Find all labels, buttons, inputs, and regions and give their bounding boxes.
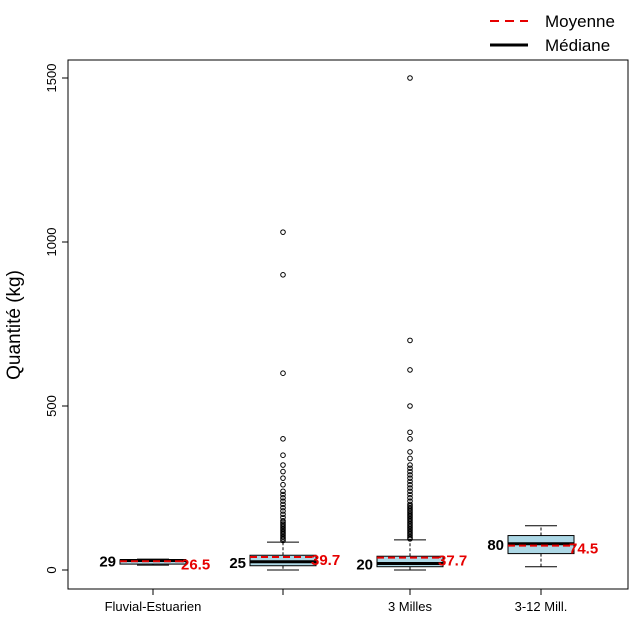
outlier-point [407, 478, 413, 485]
outlier-point [280, 491, 286, 498]
mean-value-label: 74.5 [569, 541, 598, 558]
y-tick-label: 1000 [44, 228, 59, 257]
outlier-point [407, 501, 413, 508]
outlier-point [407, 462, 413, 468]
outlier-point [280, 501, 286, 508]
y-axis-label: Quantité (kg) [4, 270, 25, 380]
outlier-point [280, 498, 286, 504]
y-tick-label: 0 [44, 566, 59, 573]
outlier-point [280, 518, 286, 524]
outlier-point [407, 465, 413, 472]
outlier-point [280, 229, 286, 235]
outlier-point [280, 370, 286, 377]
median-value-label: 25 [229, 555, 246, 572]
outlier-point [407, 429, 413, 436]
outlier-point [280, 514, 286, 521]
y-tick-label: 500 [44, 395, 59, 417]
x-tick-label: 3 Milles [388, 599, 433, 614]
outlier-point [280, 504, 286, 511]
y-tick-label: 1500 [44, 64, 59, 93]
outlier-point [407, 495, 413, 501]
outlier-point [407, 488, 413, 495]
legend-entry-label: Moyenne [545, 12, 615, 31]
outlier-point [407, 472, 413, 478]
x-tick-label: 3-12 Mill. [515, 599, 568, 614]
outlier-point [280, 481, 286, 488]
outlier-point [280, 511, 286, 518]
outlier-point [280, 475, 286, 481]
outlier-point [280, 495, 286, 501]
outlier-point [280, 468, 286, 475]
outlier-point [407, 468, 413, 475]
box [376, 555, 444, 568]
median-value-label: 20 [356, 556, 373, 573]
outlier-point [407, 491, 413, 498]
outlier-point [280, 521, 286, 527]
outlier-point [280, 272, 286, 278]
outlier-point [280, 508, 286, 514]
outlier-point [407, 504, 413, 511]
outlier-point [407, 337, 413, 344]
outlier-point [407, 436, 413, 442]
outlier-point [280, 462, 286, 468]
outlier-point [407, 498, 413, 504]
median-value-label: 80 [487, 537, 504, 554]
outlier-point [407, 403, 413, 409]
outlier-point [407, 367, 413, 373]
x-tick-label: Fluvial-Estuarien [105, 599, 202, 614]
plot-frame [67, 59, 629, 590]
outlier-point [407, 485, 413, 491]
outlier-point [280, 436, 286, 442]
outlier-point [280, 488, 286, 495]
outlier-point [407, 481, 413, 488]
outlier-point [407, 475, 413, 481]
outlier-point [407, 75, 413, 81]
mean-value-label: 37.7 [438, 553, 467, 570]
mean-value-label: 39.7 [311, 552, 340, 569]
mean-value-label: 26.5 [181, 556, 210, 573]
outlier-point [407, 455, 413, 462]
legend-entry-label: Médiane [545, 36, 610, 55]
outlier-point [407, 449, 413, 455]
median-value-label: 29 [99, 553, 116, 570]
outlier-point [280, 452, 286, 459]
